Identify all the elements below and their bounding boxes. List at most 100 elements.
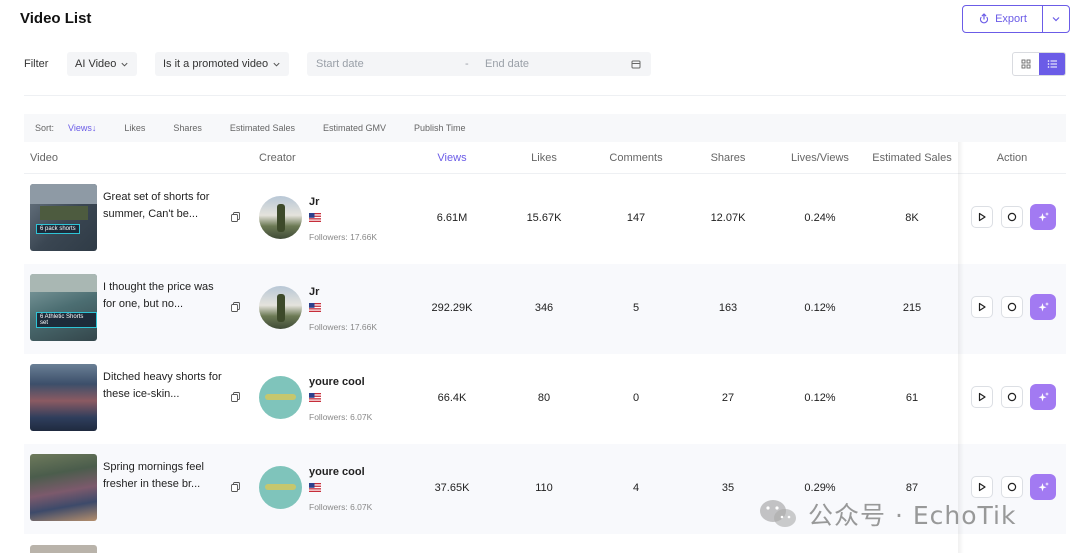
sort-shares[interactable]: Shares [173,123,202,133]
view-toggle [1012,52,1066,76]
play-button[interactable] [971,296,993,318]
creator-followers: Followers: 17.66K [309,322,378,332]
avatar[interactable] [259,286,302,329]
play-button[interactable] [971,206,993,228]
flag-icon [309,393,321,402]
header-shares[interactable]: Shares [710,152,746,164]
sort-publish-time[interactable]: Publish Time [413,123,466,133]
estimated-sales-value: 61 [905,392,919,404]
shares-value: 12.07K [710,212,746,224]
creator-name[interactable]: Jr [309,286,320,298]
record-button[interactable] [1001,476,1023,498]
list-view-button[interactable] [1039,53,1065,75]
creator-followers: Followers: 17.66K [309,232,378,242]
play-icon [978,212,986,222]
copy-icon[interactable] [231,212,240,222]
likes-value: 15.67K [526,212,562,224]
creator-name[interactable]: Jr [309,196,320,208]
record-icon [1007,212,1017,222]
date-separator: - [465,58,469,70]
header-comments[interactable]: Comments [609,152,663,164]
likes-value: 110 [535,482,553,494]
estimated-sales-value: 215 [902,302,922,314]
export-split-button: Export [962,5,1070,33]
ai-analysis-button[interactable] [1030,384,1056,410]
video-thumbnail[interactable]: 6 pack shorts [30,184,97,251]
table-row: 6 Athletic Shorts set I thought the pric… [24,264,1066,354]
record-icon [1007,392,1017,402]
flag-icon [309,213,321,222]
header-action: Action [996,152,1028,164]
page-title: Video List [20,10,92,27]
play-icon [978,482,986,492]
creator-name[interactable]: youre cool [309,376,365,388]
sort-bar: Sort: Views↓ Likes Shares Estimated Sale… [24,114,1066,142]
copy-icon[interactable] [231,302,240,312]
sort-likes[interactable]: Likes [124,123,146,133]
video-title[interactable]: Great set of shorts for summer, Can't be… [103,191,210,220]
video-title[interactable]: Ditched heavy shorts for these ice-skin.… [103,371,222,400]
date-range-picker[interactable]: Start date - End date [307,52,651,76]
export-dropdown-button[interactable] [1043,6,1069,32]
avatar[interactable] [259,376,302,419]
calendar-icon [631,60,641,69]
sparkle-icon [1038,391,1049,401]
play-icon [978,302,986,312]
grid-view-button[interactable] [1013,53,1039,75]
video-title[interactable]: I thought the price was for one, but no.… [103,281,214,310]
promoted-select[interactable]: Is it a promoted video [155,52,290,76]
record-icon [1007,302,1017,312]
copy-icon[interactable] [231,482,240,492]
creator-name[interactable]: youre cool [309,466,365,478]
sort-label: Sort: [35,123,55,133]
end-date-input[interactable]: End date [485,58,530,70]
video-thumbnail[interactable] [30,454,97,521]
estimated-sales-value: 8K [905,212,919,224]
video-thumbnail[interactable]: 6 Athletic Shorts set [30,274,97,341]
video-thumbnail[interactable] [30,364,97,431]
grid-view-icon [1021,59,1031,69]
header-likes[interactable]: Likes [531,152,557,164]
sparkle-icon [1038,211,1049,221]
header-divider [24,95,1066,96]
header-lives-views[interactable]: Lives/Views [791,152,849,164]
watermark-text: 公众号 · EchoTik [808,501,1017,530]
avatar[interactable] [259,466,302,509]
copy-icon[interactable] [231,392,240,402]
views-value: 37.65K [434,482,470,494]
play-button[interactable] [971,386,993,408]
export-button[interactable]: Export [963,6,1043,32]
sort-estimated-gmv[interactable]: Estimated GMV [322,123,386,133]
sparkle-icon [1038,301,1049,311]
filter-label: Filter [24,58,49,70]
ai-analysis-button[interactable] [1030,474,1056,500]
record-button[interactable] [1001,386,1023,408]
thumbnail-tag: 6 pack shorts [36,224,80,234]
avatar[interactable] [259,196,302,239]
ai-analysis-button[interactable] [1030,204,1056,230]
lives-views-value: 0.29% [804,482,836,494]
thumbnail-tag: 6 Athletic Shorts set [36,312,97,328]
header-views[interactable]: Views [437,152,467,164]
video-title[interactable]: Spring mornings feel fresher in these br… [103,461,204,490]
record-button[interactable] [1001,206,1023,228]
comments-value: 4 [632,482,640,494]
likes-value: 80 [537,392,551,404]
start-date-input[interactable]: Start date [316,58,364,70]
ai-video-select[interactable]: AI Video [67,52,138,76]
sort-estimated-sales[interactable]: Estimated Sales [229,123,295,133]
chevron-down-icon [121,62,128,67]
ai-video-select-value: AI Video [75,58,117,70]
sort-views[interactable]: Views↓ [68,123,97,133]
sort-direction-arrow: ↓ [91,123,97,133]
views-value: 66.4K [437,392,467,404]
shares-value: 163 [718,302,738,314]
header-estimated-sales[interactable]: Estimated Sales [872,152,952,164]
lives-views-value: 0.12% [804,302,836,314]
table-header-divider [24,173,1066,174]
shares-value: 27 [721,392,735,404]
record-button[interactable] [1001,296,1023,318]
play-button[interactable] [971,476,993,498]
ai-analysis-button[interactable] [1030,294,1056,320]
